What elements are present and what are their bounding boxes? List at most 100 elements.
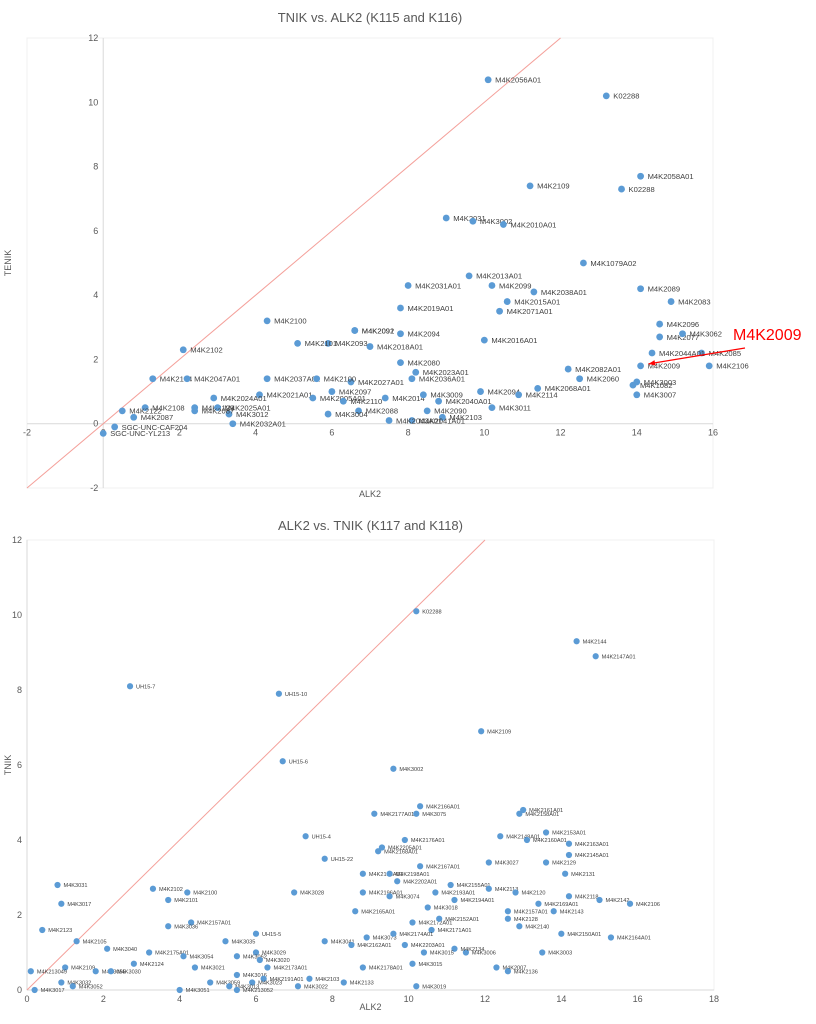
data-point — [451, 945, 458, 952]
data-label: M4K213049 — [37, 969, 67, 975]
data-point — [499, 221, 507, 228]
data-point — [371, 810, 378, 817]
data-label: M4K3013 — [235, 984, 259, 990]
data-point — [378, 844, 386, 851]
data-label: M4K2109 — [71, 966, 95, 972]
data-label: M4K3054 — [189, 954, 213, 960]
data-point — [667, 298, 675, 305]
data-point — [69, 983, 76, 990]
data-label: M4K3032 — [67, 981, 91, 987]
data-point — [191, 407, 199, 415]
data-point — [488, 404, 496, 412]
data-point — [141, 404, 149, 412]
data-point — [493, 964, 500, 971]
x-tick-label: 16 — [633, 994, 643, 1004]
data-label: M4K3016 — [243, 973, 267, 979]
data-label: M4K2088 — [366, 407, 399, 416]
data-label: M4K3036 — [174, 924, 198, 930]
data-point — [321, 938, 328, 945]
data-point — [294, 339, 301, 347]
data-point — [520, 806, 527, 814]
data-label: M4K2161A01 — [529, 808, 563, 814]
data-point — [565, 893, 573, 900]
data-point — [435, 397, 442, 405]
data-point — [515, 391, 523, 399]
data-label: M4K2044A01 — [659, 349, 705, 358]
y-axis-label: TNIK — [3, 755, 13, 776]
data-label: M4K2129 — [552, 861, 576, 867]
data-label: K02288 — [422, 609, 441, 615]
y-tick-label: 10 — [12, 610, 22, 620]
data-label: M4K2142 — [606, 898, 630, 904]
data-label: M4K2043A01 — [396, 416, 442, 425]
data-label: M4K2100 — [274, 317, 307, 326]
data-label: M4K3020 — [266, 958, 290, 964]
chart-title: ALK2 vs. TNIK (K117 and K118) — [278, 518, 463, 533]
data-point — [111, 423, 119, 431]
data-label: M4K2096 — [667, 320, 700, 329]
data-label: M4K2110 — [350, 397, 382, 406]
data-point — [306, 975, 313, 982]
data-label: M4K3062 — [243, 954, 267, 960]
data-label: M4K2094 — [407, 330, 440, 339]
data-point — [397, 359, 404, 367]
data-point — [309, 394, 317, 402]
data-label: M4K2160A01 — [533, 838, 567, 844]
data-label: M4K3012 — [236, 410, 269, 419]
reference-line — [26, 37, 561, 489]
data-label: M4K3040 — [113, 947, 137, 953]
data-point — [165, 896, 172, 904]
y-tick-label: 8 — [93, 162, 98, 172]
chart-alk2-vs-tnik: ALK2 vs. TNIK (K117 and K118) 0 2 4 6 8 10 12 14… — [0, 510, 816, 1024]
data-point — [417, 803, 424, 810]
data-point — [229, 420, 237, 428]
data-label: SGC-UNC-CAF204 — [122, 423, 188, 432]
data-label: M4K3075 — [422, 812, 446, 818]
data-point — [648, 349, 656, 357]
data-label: M4K2047A01 — [194, 375, 240, 384]
data-point — [184, 889, 191, 896]
data-label: M4K2099 — [499, 281, 532, 290]
data-point — [210, 394, 218, 402]
data-point — [573, 638, 580, 645]
data-label: M4K3003 — [644, 378, 677, 387]
data-point — [348, 941, 355, 949]
data-label: M4K2143 — [560, 909, 584, 915]
data-point — [390, 930, 397, 937]
data-label: M4K2144 — [583, 639, 607, 645]
data-label: M4K2167A01 — [426, 864, 460, 870]
data-label: M4K2196A01 — [369, 891, 403, 897]
data-label: M4K2103 — [315, 977, 339, 983]
data-point — [264, 964, 271, 971]
data-label: M4K2164A01 — [617, 936, 651, 942]
data-point — [413, 608, 420, 615]
data-label: M4K2041A01 — [419, 416, 465, 425]
data-point — [432, 889, 439, 896]
data-point — [419, 391, 427, 399]
data-label: M4K2174A01 — [399, 932, 433, 938]
data-point — [39, 926, 46, 934]
data-point — [118, 407, 126, 415]
data-label: M4K2031 — [453, 214, 486, 223]
data-point — [484, 76, 492, 84]
data-point — [328, 388, 336, 395]
data-label: M4K3062 — [690, 330, 723, 339]
x-tick-label: 4 — [177, 994, 182, 1004]
x-tick-label: 14 — [632, 428, 642, 438]
data-point — [607, 934, 615, 941]
data-label: M4K3074 — [396, 894, 420, 900]
data-label: M4K1079A02 — [590, 259, 636, 268]
data-label: K02288 — [629, 185, 655, 194]
data-point — [618, 185, 625, 193]
data-point — [477, 388, 484, 395]
data-label: M4K2025A01 — [225, 404, 271, 413]
data-label: SGC-UNC-YL213 — [110, 429, 170, 438]
data-label: M4K2148A01 — [506, 834, 540, 840]
data-point — [180, 953, 187, 960]
data-label: M4K2092 — [362, 326, 395, 335]
data-point — [408, 375, 416, 383]
data-point — [260, 975, 267, 982]
data-point — [73, 938, 80, 945]
data-point — [225, 410, 233, 418]
data-label: M4K2155A01 — [457, 883, 491, 889]
